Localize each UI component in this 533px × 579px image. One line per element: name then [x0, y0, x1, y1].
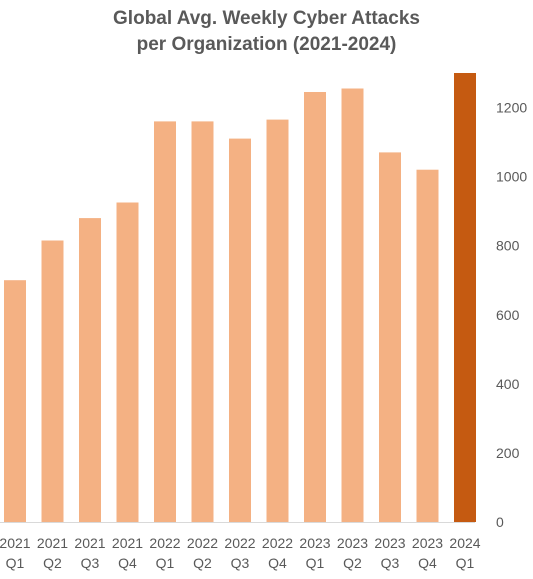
y-tick-label: 1200 — [496, 100, 527, 116]
bars-group — [4, 73, 476, 523]
y-tick-label: 1000 — [496, 169, 527, 185]
bar-2023-q2 — [341, 88, 364, 522]
x-tick-label-quarter: Q1 — [156, 555, 175, 571]
bar-2021-q4 — [116, 202, 139, 522]
bar-2024-q1 — [454, 73, 476, 522]
x-tick-label-quarter: Q1 — [306, 555, 325, 571]
x-tick-label-quarter: Q1 — [456, 555, 475, 571]
y-axis-tick-labels: 0 200 400 600 800 1000 1200 — [496, 100, 527, 531]
x-tick-label-quarter: Q2 — [193, 555, 212, 571]
y-tick-label: 400 — [496, 376, 520, 392]
x-tick-label-quarter: Q2 — [43, 555, 62, 571]
x-tick-label-year: 2022 — [149, 535, 180, 551]
bar-2022-q3 — [229, 138, 251, 522]
bar-2023-q4 — [416, 169, 439, 522]
x-tick-label-year: 2021 — [112, 535, 143, 551]
bar-2022-q1 — [154, 121, 176, 523]
bar-2023-q1 — [304, 92, 326, 522]
x-tick-label-quarter: Q3 — [81, 555, 100, 571]
x-tick-label-year: 2024 — [449, 535, 480, 551]
x-tick-label-year: 2023 — [337, 535, 368, 551]
x-tick-label-quarter: Q3 — [231, 555, 250, 571]
x-tick-label-quarter: Q3 — [381, 555, 400, 571]
x-tick-label-quarter: Q4 — [418, 555, 437, 571]
bar-2021-q2 — [41, 240, 64, 522]
x-tick-label-year: 2023 — [299, 535, 330, 551]
x-tick-label-year: 2022 — [224, 535, 255, 551]
x-tick-label-year: 2022 — [262, 535, 293, 551]
bar-2023-q3 — [379, 152, 401, 522]
chart-title-line-2: per Organization (2021-2024) — [136, 34, 397, 55]
bar-2022-q2 — [191, 121, 214, 523]
x-tick-label-year: 2023 — [412, 535, 443, 551]
x-tick-label-year: 2023 — [374, 535, 405, 551]
x-tick-label-quarter: Q4 — [118, 555, 137, 571]
x-tick-label-quarter: Q4 — [268, 555, 287, 571]
bar-2021-q1 — [4, 280, 26, 522]
y-tick-label: 600 — [496, 307, 520, 323]
y-tick-label: 200 — [496, 445, 520, 461]
x-tick-label-year: 2021 — [74, 535, 105, 551]
y-tick-label: 800 — [496, 238, 520, 254]
chart-title-line-1: Global Avg. Weekly Cyber Attacks — [113, 8, 420, 29]
x-tick-label-year: 2021 — [0, 535, 31, 551]
x-tick-label-quarter: Q2 — [343, 555, 362, 571]
chart-title: Global Avg. Weekly Cyber Attacks per Org… — [0, 6, 533, 58]
bar-2022-q4 — [266, 119, 289, 522]
bar-2021-q3 — [79, 218, 101, 522]
y-tick-label: 0 — [496, 514, 504, 530]
x-tick-label-year: 2022 — [187, 535, 218, 551]
x-tick-label-quarter: Q1 — [6, 555, 25, 571]
x-axis-tick-labels: 2021 Q1 2021 Q2 2021 Q3 2021 Q4 2022 Q1 2022 Q2 2022… — [0, 535, 481, 571]
x-tick-label-year: 2021 — [37, 535, 68, 551]
